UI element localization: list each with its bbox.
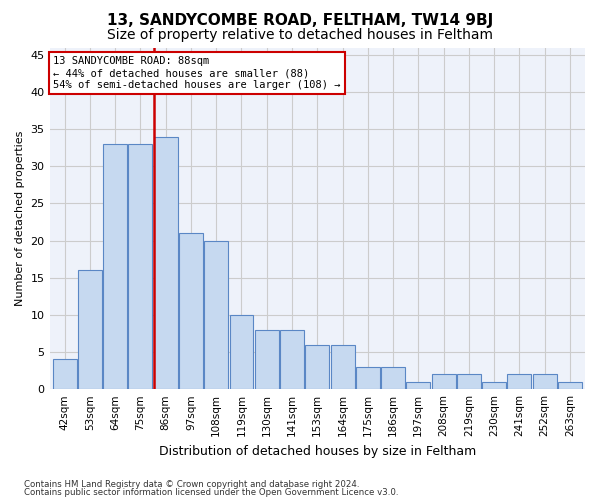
Bar: [128, 144, 152, 389]
Bar: [305, 344, 329, 389]
Bar: [381, 367, 405, 389]
Bar: [78, 270, 102, 389]
Bar: [280, 330, 304, 389]
Text: 13 SANDYCOMBE ROAD: 88sqm
← 44% of detached houses are smaller (88)
54% of semi-: 13 SANDYCOMBE ROAD: 88sqm ← 44% of detac…: [53, 56, 341, 90]
Bar: [103, 144, 127, 389]
Bar: [204, 240, 228, 389]
Bar: [356, 367, 380, 389]
Bar: [230, 315, 253, 389]
Bar: [457, 374, 481, 389]
Text: Contains HM Land Registry data © Crown copyright and database right 2024.: Contains HM Land Registry data © Crown c…: [24, 480, 359, 489]
Text: Contains public sector information licensed under the Open Government Licence v3: Contains public sector information licen…: [24, 488, 398, 497]
Bar: [431, 374, 455, 389]
Bar: [558, 382, 582, 389]
Bar: [53, 360, 77, 389]
Text: 13, SANDYCOMBE ROAD, FELTHAM, TW14 9BJ: 13, SANDYCOMBE ROAD, FELTHAM, TW14 9BJ: [107, 12, 493, 28]
Bar: [179, 233, 203, 389]
X-axis label: Distribution of detached houses by size in Feltham: Distribution of detached houses by size …: [158, 444, 476, 458]
Bar: [331, 344, 355, 389]
Text: Size of property relative to detached houses in Feltham: Size of property relative to detached ho…: [107, 28, 493, 42]
Bar: [406, 382, 430, 389]
Bar: [482, 382, 506, 389]
Bar: [154, 136, 178, 389]
Y-axis label: Number of detached properties: Number of detached properties: [15, 130, 25, 306]
Bar: [508, 374, 532, 389]
Bar: [533, 374, 557, 389]
Bar: [255, 330, 279, 389]
